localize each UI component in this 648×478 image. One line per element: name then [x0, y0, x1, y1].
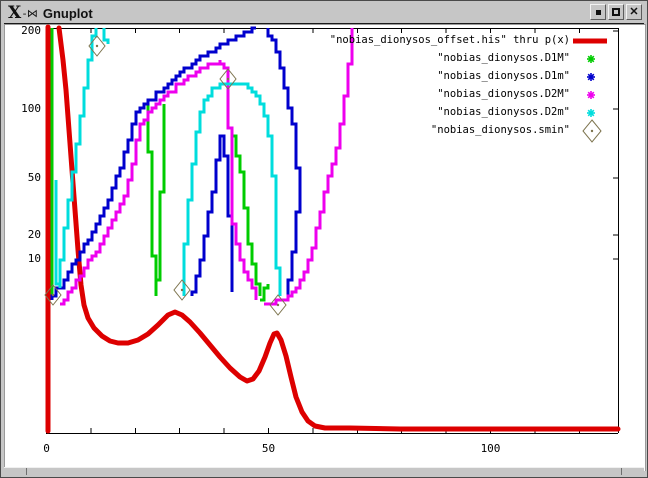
- maximize-icon: [612, 8, 620, 16]
- window-menu-icon[interactable]: X -⋈: [8, 3, 38, 23]
- resize-notch-left: [26, 468, 27, 475]
- title-bar[interactable]: X -⋈ Gnuplot ✕: [4, 3, 644, 24]
- bowtie-icon: -⋈: [21, 6, 38, 20]
- close-icon: ✕: [629, 6, 639, 18]
- resize-notch-right: [621, 468, 622, 475]
- maximize-button[interactable]: [608, 4, 624, 20]
- iconify-icon: [595, 9, 601, 15]
- iconify-button[interactable]: [590, 4, 606, 20]
- window-bottom-frame[interactable]: [4, 467, 644, 475]
- x-tick-label: 50: [261, 442, 276, 455]
- legend-label: "nobias_dionysos.D2M": [437, 88, 570, 100]
- legend-label: "nobias_dionysos.D1M": [437, 52, 570, 64]
- window-title: Gnuplot: [42, 5, 93, 21]
- legend-label: "nobias_dionysos.smin": [430, 124, 570, 136]
- x-tick-label: 100: [480, 442, 501, 455]
- y-tick-label: 10: [27, 252, 41, 265]
- y-tick-label: 50: [27, 171, 41, 184]
- x11-logo-icon: X: [8, 3, 22, 23]
- close-button[interactable]: ✕: [626, 4, 642, 20]
- y-tick-label: 200: [21, 24, 41, 37]
- y-tick-label: 100: [21, 102, 41, 115]
- legend-label: "nobias_dionysos_offset.his" thru p(x): [329, 34, 570, 46]
- y-tick-label: 20: [27, 228, 41, 241]
- legend-label: "nobias_dionysos.D2m": [437, 106, 570, 118]
- legend-label: "nobias_dionysos.D1m": [437, 70, 570, 82]
- x-tick-label: 0: [43, 442, 50, 455]
